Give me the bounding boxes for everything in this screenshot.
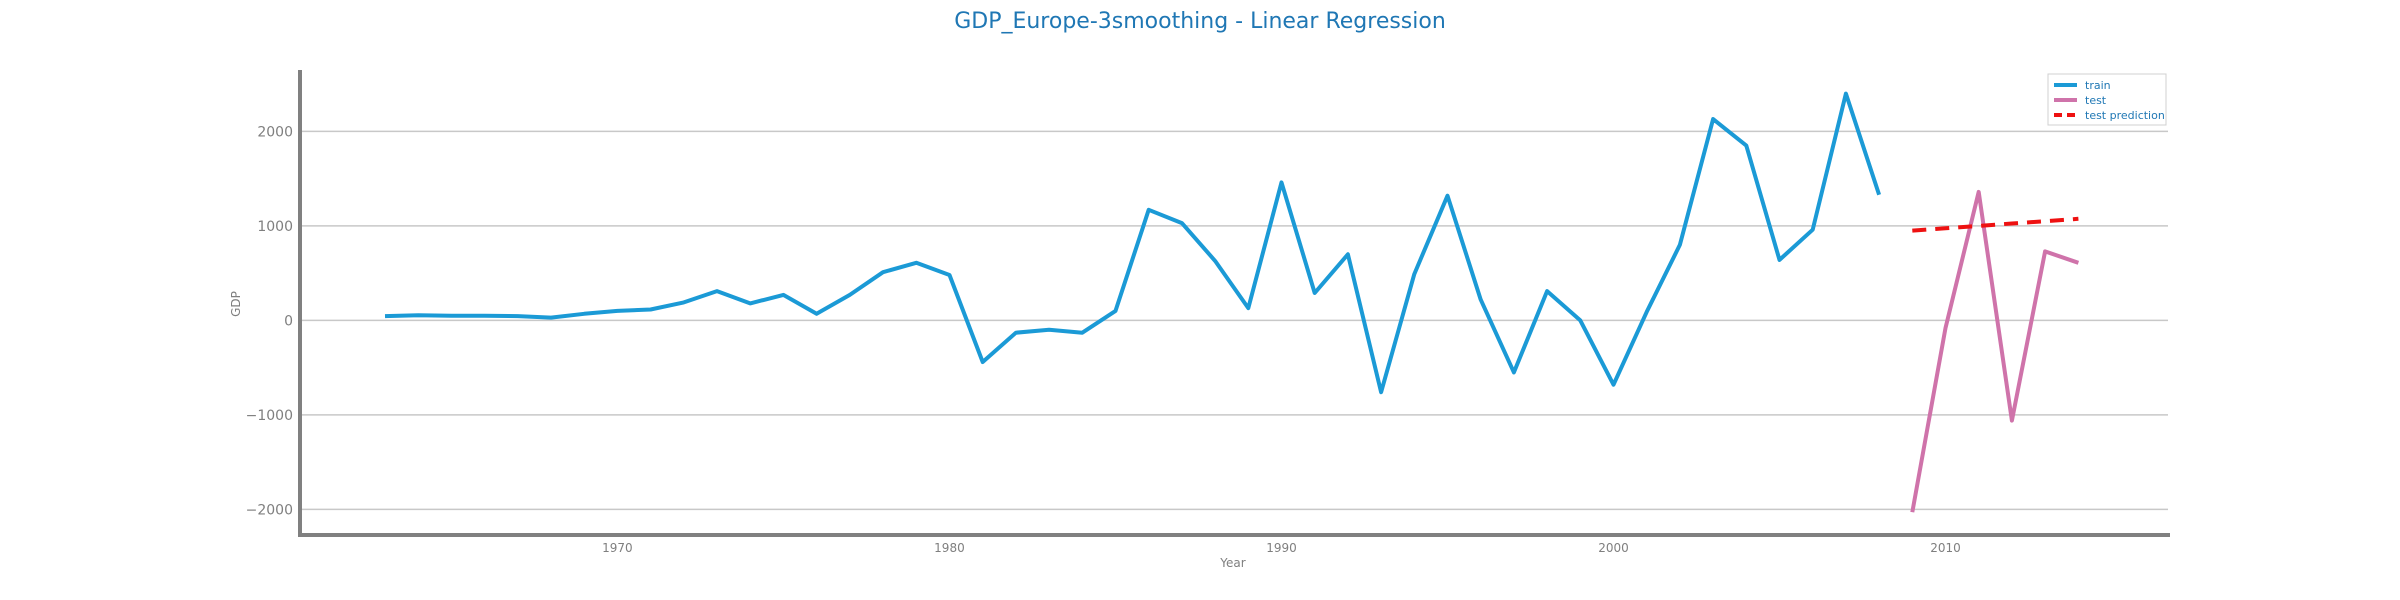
legend-label-test-prediction: test prediction [2085, 109, 2165, 122]
x-tick-labels: 1970 1980 1990 2000 2010 [602, 541, 1961, 555]
x-axis-label: Year [1219, 556, 1245, 570]
y-tick-label: 1000 [257, 219, 293, 235]
series-line-test-prediction [1912, 216, 2079, 233]
y-tick-labels: 2000 1000 0 −1000 −2000 [246, 124, 293, 518]
series-line-train [384, 91, 1882, 395]
x-tick-label: 2010 [1930, 541, 1961, 555]
x-tick-label: 2000 [1598, 541, 1629, 555]
x-tick-label: 1980 [934, 541, 965, 555]
x-tick-label: 1990 [1266, 541, 1297, 555]
legend-label-train: train [2085, 79, 2111, 92]
legend-label-test: test [2085, 94, 2107, 107]
x-tick-label: 1970 [602, 541, 633, 555]
y-tick-label: −1000 [246, 408, 293, 424]
series-lines [384, 91, 2080, 513]
series-line-test [1910, 189, 2080, 513]
y-tick-label: 2000 [257, 124, 293, 140]
chart-title: GDP_Europe-3smoothing - Linear Regressio… [954, 9, 1446, 34]
gridlines [302, 130, 2168, 511]
y-tick-label: −2000 [246, 502, 293, 518]
y-axis-label: GDP [229, 291, 243, 317]
y-tick-label: 0 [284, 313, 293, 329]
legend: train test test prediction [2047, 73, 2167, 126]
